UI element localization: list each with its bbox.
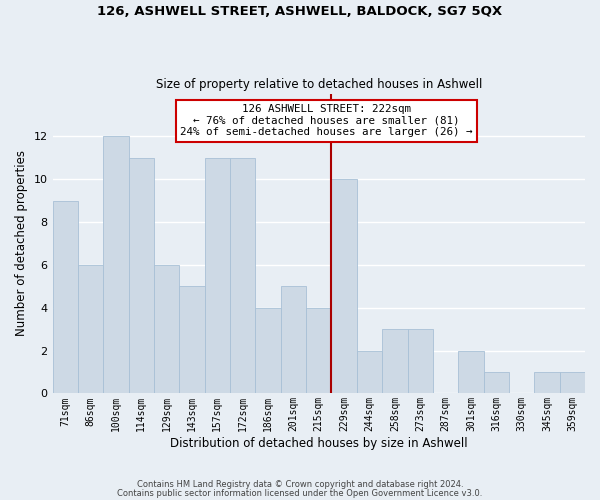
Bar [230, 158, 256, 394]
Text: Contains HM Land Registry data © Crown copyright and database right 2024.: Contains HM Land Registry data © Crown c… [137, 480, 463, 489]
Bar [78, 265, 103, 394]
Text: 126 ASHWELL STREET: 222sqm
← 76% of detached houses are smaller (81)
24% of semi: 126 ASHWELL STREET: 222sqm ← 76% of deta… [180, 104, 473, 138]
Bar [484, 372, 509, 394]
Bar [306, 308, 331, 394]
Bar [179, 286, 205, 394]
Bar [205, 158, 230, 394]
Bar [103, 136, 128, 394]
Bar [560, 372, 585, 394]
Title: Size of property relative to detached houses in Ashwell: Size of property relative to detached ho… [155, 78, 482, 91]
Y-axis label: Number of detached properties: Number of detached properties [15, 150, 28, 336]
Bar [53, 200, 78, 394]
Bar [331, 179, 357, 394]
Bar [382, 329, 407, 394]
Bar [154, 265, 179, 394]
Bar [256, 308, 281, 394]
Bar [357, 350, 382, 394]
Bar [458, 350, 484, 394]
X-axis label: Distribution of detached houses by size in Ashwell: Distribution of detached houses by size … [170, 437, 467, 450]
Bar [534, 372, 560, 394]
Bar [281, 286, 306, 394]
Text: 126, ASHWELL STREET, ASHWELL, BALDOCK, SG7 5QX: 126, ASHWELL STREET, ASHWELL, BALDOCK, S… [97, 5, 503, 18]
Bar [128, 158, 154, 394]
Bar [407, 329, 433, 394]
Text: Contains public sector information licensed under the Open Government Licence v3: Contains public sector information licen… [118, 490, 482, 498]
